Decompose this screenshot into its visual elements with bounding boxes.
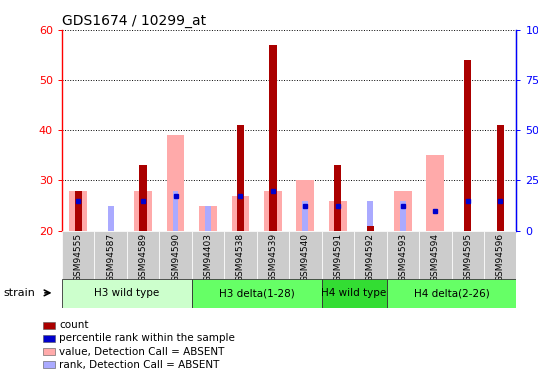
Text: GSM94589: GSM94589 [139,233,147,282]
Text: GSM94593: GSM94593 [398,233,407,282]
Bar [173,190,179,231]
Bar [367,226,374,231]
Text: H4 wild type: H4 wild type [322,288,387,298]
Bar [237,125,244,231]
Bar [419,231,451,279]
Text: H3 delta(1-28): H3 delta(1-28) [219,288,295,298]
Bar [62,231,94,279]
Bar [387,279,516,308]
Bar [192,231,224,279]
Bar [192,279,322,308]
Bar [400,201,406,231]
Text: H4 delta(2-26): H4 delta(2-26) [414,288,490,298]
Bar [94,231,127,279]
Bar [257,231,289,279]
Bar [484,231,516,279]
Text: GSM94592: GSM94592 [366,233,375,282]
Text: GSM94539: GSM94539 [268,233,278,282]
Bar [464,60,471,231]
Bar [43,361,55,368]
Text: GSM94587: GSM94587 [106,233,115,282]
Bar [334,165,342,231]
Text: count: count [59,320,89,330]
Bar [451,231,484,279]
Bar [62,279,192,308]
Bar [167,135,185,231]
Bar [497,125,504,231]
Text: value, Detection Call = ABSENT: value, Detection Call = ABSENT [59,346,225,357]
Text: GSM94403: GSM94403 [203,233,213,282]
Bar [134,190,152,231]
Bar [322,231,354,279]
Text: percentile rank within the sample: percentile rank within the sample [59,333,235,344]
Text: GSM94591: GSM94591 [334,233,342,282]
Bar [224,231,257,279]
Bar [231,195,250,231]
Text: GSM94594: GSM94594 [431,233,440,282]
Text: GSM94596: GSM94596 [495,233,505,282]
Text: GSM94590: GSM94590 [171,233,180,282]
Bar [139,165,147,231]
Bar [108,206,114,231]
Bar [302,201,308,231]
Bar [205,206,211,231]
Bar [329,201,347,231]
Bar [264,190,282,231]
Bar [69,190,87,231]
Bar [387,231,419,279]
Text: strain: strain [3,288,35,298]
Bar [354,231,387,279]
Bar [270,201,276,231]
Bar [127,231,159,279]
Bar [159,231,192,279]
Bar [199,206,217,231]
Bar [289,231,322,279]
Bar [75,190,82,231]
Text: GSM94540: GSM94540 [301,233,310,282]
Bar [367,201,373,231]
Bar [497,201,503,231]
Text: GSM94555: GSM94555 [74,233,83,282]
Bar [296,180,314,231]
Bar [43,335,55,342]
Text: H3 wild type: H3 wild type [94,288,159,298]
Text: rank, Detection Call = ABSENT: rank, Detection Call = ABSENT [59,360,220,370]
Bar [394,190,412,231]
Bar [43,348,55,355]
Bar [43,322,55,329]
Text: GSM94538: GSM94538 [236,233,245,282]
Bar [427,155,444,231]
Text: GDS1674 / 10299_at: GDS1674 / 10299_at [62,13,206,28]
Text: GSM94595: GSM94595 [463,233,472,282]
Bar [270,45,277,231]
Bar [322,279,387,308]
